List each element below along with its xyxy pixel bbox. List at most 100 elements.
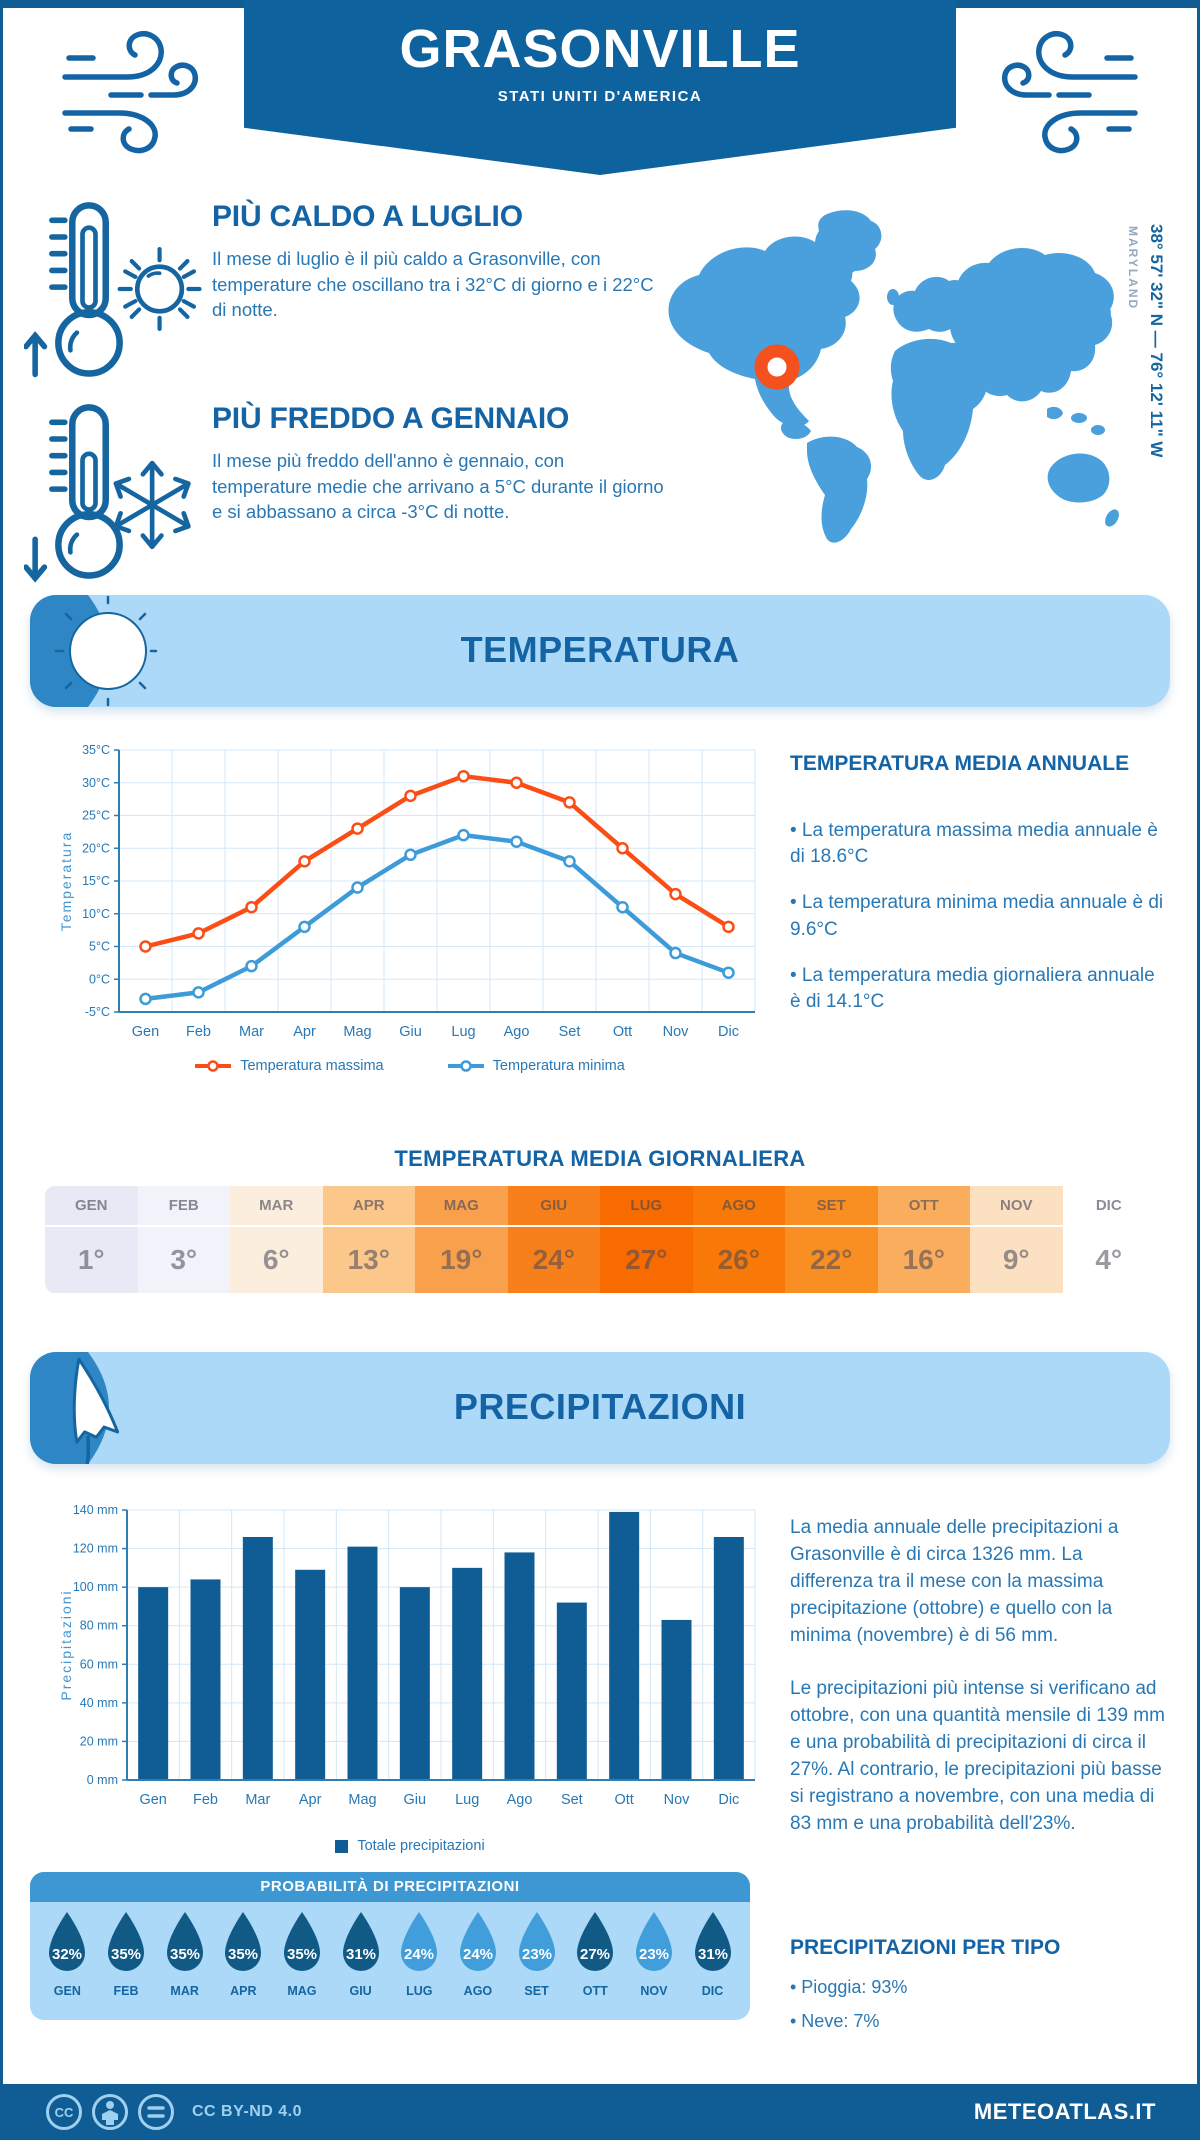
legend-label: Temperatura minima [492,1058,625,1074]
svg-text:Giu: Giu [404,1792,427,1808]
precipitation-types-heading: PRECIPITAZIONI PER TIPO [790,1936,1061,1959]
svg-text:140 mm: 140 mm [73,1503,118,1517]
raindrop-icon: 27% [577,1912,614,1971]
drop-month: NOV [640,1984,668,1998]
raindrop-icon: 23% [635,1912,672,1971]
table-value: 3° [137,1227,230,1293]
bar [295,1569,326,1780]
table-column: DIC 4° [1062,1186,1155,1293]
drop-month: DIC [701,1984,724,1998]
person-icon [102,2101,118,2125]
location-marker [754,344,800,390]
probability-drop: 35% APR [216,1911,270,1998]
svg-text:Gen: Gen [139,1792,166,1808]
data-point [298,855,311,868]
precipitation-section-banner: PRECIPITAZIONI [30,1352,1170,1464]
svg-text:Precipitazioni: Precipitazioni [58,1589,74,1700]
svg-text:120 mm: 120 mm [73,1542,118,1556]
drop-percentage: 31% [346,1946,376,1963]
drop-month: MAR [170,1984,199,1998]
data-point [722,920,735,934]
raindrop-icon: 35% [107,1912,144,1971]
raindrop-icon: 35% [166,1912,203,1971]
precipitation-description: La media annuale delle precipitazioni a … [790,1515,1168,1864]
table-column: APR 13° [322,1186,415,1293]
thermometer-snowflake-icon [24,404,191,583]
precipitation-paragraph: Le precipitazioni più intense si verific… [790,1677,1165,1834]
table-month: LUG [600,1186,693,1227]
drop-month: MAG [287,1984,317,1998]
data-point [563,796,576,809]
probability-drop: 23% NOV [627,1911,681,1998]
drop-percentage: 35% [287,1946,317,1963]
drop-percentage: 35% [228,1946,258,1963]
temperature-line-chart: -5°C 0°C 5°C 10°C 15°C 20°C 25°C 30°C 35°C Gen Feb… [58,743,756,1040]
svg-text:35°C: 35°C [82,743,110,757]
page-border-left [0,0,3,2140]
svg-text:Dic: Dic [718,1024,739,1040]
table-value: 13° [322,1227,415,1293]
svg-text:5°C: 5°C [89,940,110,954]
drop-month: GEN [53,1984,81,1998]
probability-drop: 35% MAR [158,1911,212,1998]
daily-temperature-table: GEN 1° FEB 3° MAR 6° APR 13° MAG 19° GIU 24° LUG 27° A… [45,1186,1155,1293]
table-month: AGO [692,1186,785,1227]
new-zealand [1105,509,1119,527]
svg-text:Temperatura: Temperatura [58,831,74,932]
drop-month: LUG [406,1984,433,1998]
table-month: FEB [137,1186,230,1227]
data-point [192,927,205,940]
table-column: AGO 26° [692,1186,785,1293]
svg-text:60 mm: 60 mm [80,1657,118,1671]
data-point [351,881,364,894]
drop-month: FEB [113,1984,139,1998]
data-point [457,769,470,783]
umbrella-icon [64,1357,120,1464]
banner-wedge [30,595,158,707]
precipitation-chart-legend: Totale precipitazioni [55,1838,765,1854]
svg-text:Gen: Gen [132,1024,159,1040]
legend-line-marker [195,1060,232,1072]
probability-drop: 27% OTT [568,1911,622,1998]
bar [609,1511,640,1780]
precipitation-paragraph: La media annuale delle precipitazioni a … [790,1517,1119,1646]
drop-month: AGO [463,1984,493,1998]
type-bullet: • Neve: 7% [790,2011,880,2031]
raindrop-icon: 32% [49,1912,86,1971]
svg-text:Ago: Ago [504,1024,530,1040]
table-column: LUG 27° [600,1186,693,1293]
data-point [139,992,152,1006]
page-border-right [1197,0,1200,2140]
svg-text:Apr: Apr [299,1792,322,1808]
bar [138,1587,169,1780]
data-point [298,920,311,934]
type-bullet: • Pioggia: 93% [790,1977,908,1997]
table-column: MAR 6° [230,1186,323,1293]
drop-percentage: 27% [580,1946,610,1963]
probability-drop: 35% FEB [99,1911,153,1998]
table-month: MAG [415,1186,508,1227]
svg-text:Feb: Feb [186,1024,211,1040]
annual-temperature-heading: TEMPERATURA MEDIA ANNUALE [790,752,1130,775]
svg-text:Nov: Nov [663,1024,690,1040]
svg-text:20 mm: 20 mm [80,1734,118,1748]
equals-icon [147,2106,165,2118]
probability-drop: 31% DIC [686,1911,740,1998]
header-banner: GRASONVILLE STATI UNITI D'AMERICA [244,0,956,175]
drop-month: APR [230,1984,257,1998]
wind-icon [1001,31,1138,154]
banner-wedge [30,1352,120,1464]
svg-text:Lug: Lug [451,1024,475,1040]
annual-temperature-bullets: • La temperatura massima media annuale è… [790,818,1170,1035]
svg-text:Apr: Apr [293,1024,316,1040]
drop-percentage: 35% [170,1946,200,1963]
temperature-chart-legend: Temperatura massima Temperatura minima [55,1058,765,1074]
raindrop-icon: 35% [283,1912,320,1971]
probability-drop: 35% MAG [275,1911,329,1998]
table-value: 27° [600,1227,693,1293]
site-name: METEOATLAS.IT [973,2099,1156,2124]
table-column: OTT 16° [877,1186,970,1293]
table-column: SET 22° [785,1186,878,1293]
cc-license-icons: CC [46,2094,174,2130]
